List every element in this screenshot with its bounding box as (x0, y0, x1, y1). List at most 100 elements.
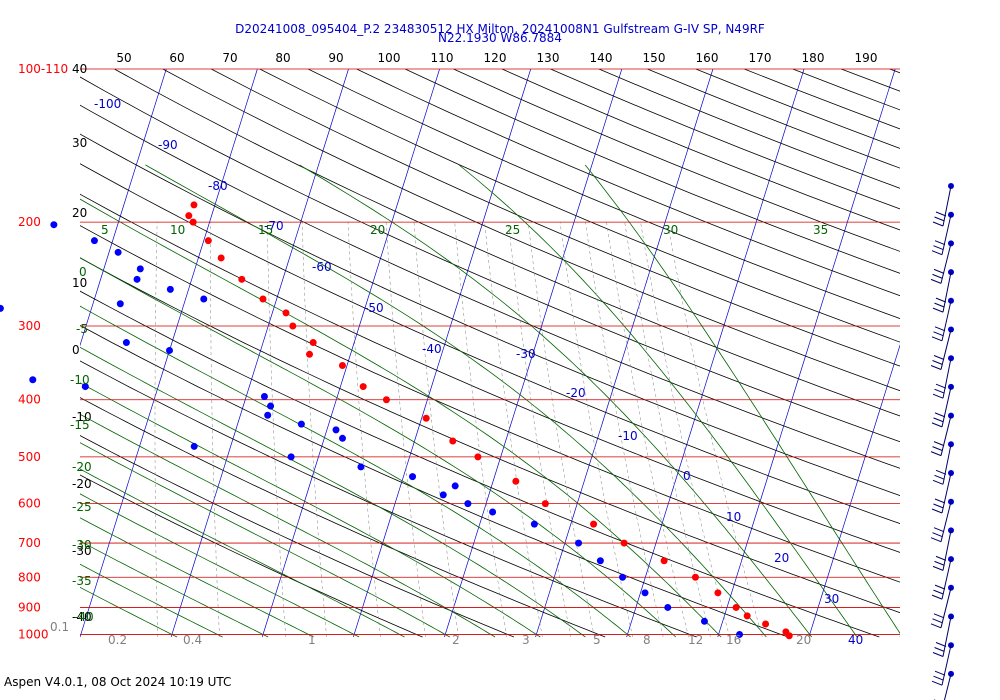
wind-barb-flag (930, 537, 942, 543)
wind-barb-flag (933, 527, 945, 533)
top-temperature-label: 150 (643, 51, 666, 65)
moist-adiabat-label: -15 (70, 418, 90, 432)
dewpoint-point (136, 265, 144, 273)
wind-barb-flag (931, 594, 943, 600)
isotherm-label: -50 (364, 301, 384, 315)
wind-barb-flag (933, 331, 944, 337)
wind-barb-flag (933, 355, 945, 360)
dewpoint-point (29, 376, 37, 384)
dewpoint-point (165, 346, 173, 354)
dry-adiabat-line (80, 324, 789, 638)
temperature-point (590, 520, 598, 528)
wind-barb-flag (933, 268, 945, 274)
mixing-ratio-label: 16 (726, 633, 741, 647)
dry-adiabat-line (162, 69, 900, 392)
mixing-ratio-line (385, 222, 426, 638)
dry-adiabat-line (114, 69, 900, 417)
wind-barb-staff (943, 673, 952, 700)
wind-barb-staff (940, 243, 952, 284)
dry-adiabat-line (80, 76, 900, 443)
wind-barb-flag (934, 474, 945, 480)
left-temperature-label: -20 (72, 477, 92, 491)
footer-text: Aspen V4.0.1, 08 Oct 2024 10:19 UTC (4, 675, 231, 689)
wind-barb-flag (934, 412, 946, 418)
mixing-ratio-line (484, 222, 543, 638)
isotherm-line (535, 69, 714, 638)
pressure-label: 1000 (18, 627, 49, 641)
dry-adiabat-line (80, 104, 900, 469)
wind-barb-flag (932, 479, 944, 485)
temperature-point (306, 350, 314, 358)
top-temperature-label: 160 (696, 51, 719, 65)
top-temperature-label: 70 (222, 51, 237, 65)
wind-barb-flag (931, 336, 943, 342)
isotherm-line (352, 69, 532, 638)
wind-barb-staff (940, 501, 952, 542)
wind-barb-staff (941, 300, 952, 341)
mixing-ratio-line (624, 222, 711, 638)
temperature-point (309, 339, 317, 347)
isotherm-line (717, 69, 896, 638)
wind-barb-flag (932, 565, 944, 571)
mixing-ratio-line (266, 222, 286, 638)
dry-adiabat-line (80, 225, 900, 583)
dry-adiabat-line (307, 69, 900, 320)
temperature-point (762, 620, 770, 628)
wind-barb-staff (942, 185, 952, 227)
temperature-point (217, 254, 225, 262)
pressure-label: 300 (18, 319, 41, 333)
dry-adiabat-line (80, 290, 880, 638)
isotherm-line (0, 69, 75, 637)
wind-barb-flag (934, 326, 946, 332)
isotherm-label: -80 (208, 179, 228, 193)
dewpoint-point (489, 508, 497, 516)
pressure-label: 500 (18, 450, 41, 464)
moist-adiabat-line (80, 382, 541, 638)
dry-adiabat-line (211, 69, 900, 367)
top-temperature-label: 120 (484, 51, 507, 65)
moist-adiabat-label: -5 (76, 322, 88, 336)
dewpoint-point (409, 473, 417, 481)
temperature-point (289, 322, 297, 330)
isotherm-line (170, 69, 349, 638)
moist-adiabat-line (584, 164, 900, 635)
dry-adiabat-line (80, 397, 606, 638)
isotherm-line (626, 69, 805, 638)
grid-layer (0, 68, 900, 638)
dry-adiabat-label: 30 (663, 223, 678, 237)
dewpoint-point (264, 411, 272, 419)
temperature-point (382, 396, 390, 404)
temperature-point (185, 212, 193, 220)
wind-barb-flag (934, 498, 946, 504)
temperature-point (541, 500, 549, 508)
isotherm-label: 30 (824, 592, 839, 606)
moist-adiabat-line (80, 198, 722, 638)
wind-barb-flag (931, 680, 943, 686)
mixing-ratio-line (413, 222, 459, 638)
dry-adiabat-line (80, 360, 697, 638)
moist-adiabat-line (80, 563, 223, 638)
wind-barb-staff (942, 358, 952, 399)
isotherm-label: -20 (566, 386, 586, 400)
isotherm-label: 40 (848, 633, 863, 647)
mixing-ratio-line (347, 222, 381, 638)
isotherm-label: -40 (422, 342, 442, 356)
dewpoint-point (664, 603, 672, 611)
mixing-ratio-line (454, 222, 508, 638)
isotherm-label: -100 (94, 97, 121, 111)
pressure-label: 900 (18, 600, 41, 614)
dewpoint-point (338, 434, 346, 442)
wind-barb-flag (933, 245, 944, 251)
dewpoint-point (90, 237, 98, 245)
mixing-ratio-line (210, 222, 220, 638)
dewpoint-point (641, 589, 649, 597)
top-temperature-label: 110 (431, 51, 454, 65)
dry-adiabat-line (598, 69, 900, 189)
wind-barb-flag (932, 360, 943, 365)
chart-title-line1: D20241008_095404_P.2 234830512 HX Milton… (235, 22, 765, 36)
dry-adiabat-line (80, 474, 423, 638)
dewpoint-profile (0, 221, 744, 638)
isotherm-label: -70 (264, 219, 284, 233)
temperature-point (422, 414, 430, 422)
dry-adiabat-line (80, 435, 515, 638)
